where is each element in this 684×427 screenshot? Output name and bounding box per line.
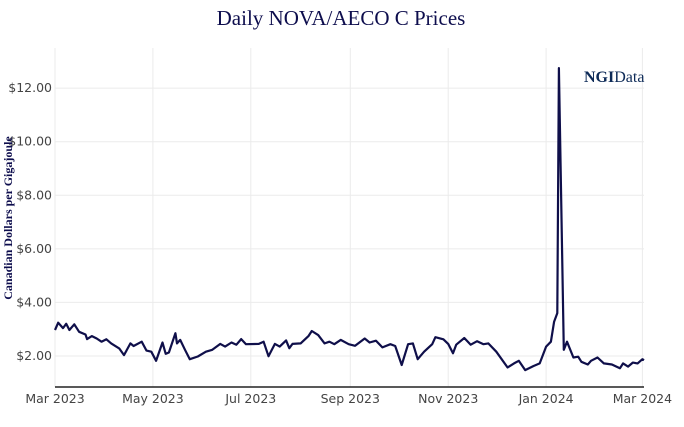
x-tick-label: Mar 2023	[25, 391, 84, 406]
y-tick-label: $10.00	[8, 134, 52, 149]
x-tick-label: Nov 2023	[418, 391, 478, 406]
y-tick-label: $6.00	[16, 241, 52, 256]
y-axis-ticks: $2.00 $4.00 $6.00 $8.00 $10.00 $12.00	[8, 80, 52, 363]
y-tick-label: $8.00	[16, 187, 52, 202]
y-tick-label: $12.00	[8, 80, 52, 95]
x-tick-label: Jul 2023	[224, 391, 276, 406]
x-tick-label: Mar 2024	[613, 391, 672, 406]
y-axis-label: Canadian Dollars per Gigajoule	[1, 136, 15, 300]
x-tick-label: Sep 2023	[321, 391, 380, 406]
x-tick-label: May 2023	[122, 391, 184, 406]
ngi-data-logo: NGIData	[584, 69, 644, 86]
svg-text:NGIData: NGIData	[584, 69, 644, 86]
gridlines	[54, 48, 644, 387]
y-tick-label: $4.00	[16, 294, 52, 309]
price-series-line	[53, 67, 645, 372]
x-axis-ticks: Mar 2023 May 2023 Jul 2023 Sep 2023 Nov 2023…	[25, 391, 672, 406]
chart-title: Daily NOVA/AECO C Prices	[217, 6, 466, 30]
y-tick-label: $2.00	[16, 348, 52, 363]
x-tick-label: Jan 2024	[518, 391, 574, 406]
